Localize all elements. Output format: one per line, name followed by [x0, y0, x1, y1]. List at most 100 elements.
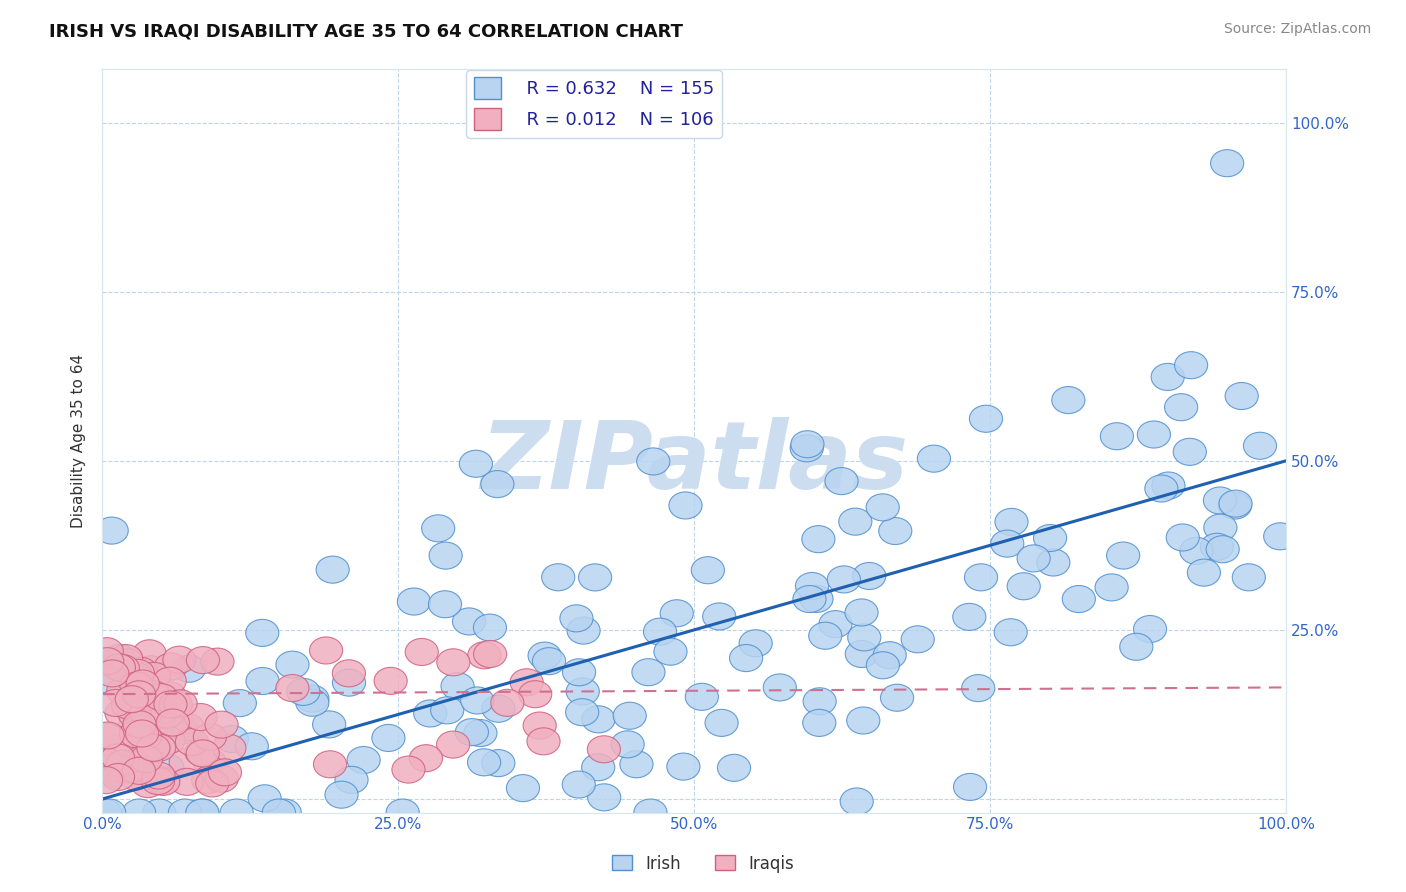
Ellipse shape: [588, 736, 620, 763]
Ellipse shape: [208, 759, 242, 786]
Ellipse shape: [374, 667, 408, 694]
Ellipse shape: [825, 467, 858, 495]
Ellipse shape: [953, 773, 987, 800]
Ellipse shape: [105, 700, 138, 727]
Ellipse shape: [730, 645, 762, 672]
Ellipse shape: [118, 711, 152, 738]
Ellipse shape: [110, 645, 142, 672]
Ellipse shape: [491, 690, 524, 716]
Ellipse shape: [796, 573, 828, 599]
Ellipse shape: [128, 723, 162, 750]
Ellipse shape: [1107, 542, 1140, 569]
Ellipse shape: [118, 701, 152, 728]
Ellipse shape: [186, 739, 219, 767]
Ellipse shape: [460, 450, 492, 477]
Ellipse shape: [150, 754, 184, 781]
Ellipse shape: [533, 648, 565, 674]
Ellipse shape: [122, 711, 156, 738]
Ellipse shape: [125, 755, 159, 781]
Ellipse shape: [845, 599, 879, 626]
Ellipse shape: [247, 785, 281, 812]
Ellipse shape: [1133, 615, 1167, 642]
Ellipse shape: [612, 731, 644, 758]
Ellipse shape: [588, 784, 621, 811]
Ellipse shape: [136, 734, 170, 762]
Ellipse shape: [90, 648, 124, 674]
Ellipse shape: [1144, 475, 1178, 502]
Ellipse shape: [309, 637, 343, 664]
Y-axis label: Disability Age 35 to 64: Disability Age 35 to 64: [72, 353, 86, 527]
Ellipse shape: [325, 781, 359, 808]
Ellipse shape: [965, 564, 998, 591]
Ellipse shape: [122, 681, 156, 708]
Ellipse shape: [917, 445, 950, 472]
Ellipse shape: [129, 699, 163, 726]
Ellipse shape: [125, 720, 159, 747]
Ellipse shape: [801, 525, 835, 553]
Ellipse shape: [124, 674, 157, 701]
Ellipse shape: [880, 684, 914, 711]
Ellipse shape: [506, 774, 540, 802]
Ellipse shape: [111, 692, 145, 719]
Ellipse shape: [156, 709, 190, 736]
Ellipse shape: [148, 767, 180, 794]
Ellipse shape: [637, 448, 669, 475]
Ellipse shape: [790, 431, 824, 458]
Ellipse shape: [138, 663, 170, 690]
Ellipse shape: [803, 688, 837, 714]
Ellipse shape: [335, 766, 368, 793]
Ellipse shape: [169, 799, 201, 826]
Ellipse shape: [163, 646, 195, 673]
Ellipse shape: [879, 517, 912, 544]
Ellipse shape: [387, 799, 419, 826]
Ellipse shape: [107, 678, 139, 705]
Ellipse shape: [122, 757, 156, 784]
Ellipse shape: [567, 678, 599, 705]
Ellipse shape: [146, 768, 180, 796]
Ellipse shape: [1180, 537, 1213, 565]
Ellipse shape: [191, 766, 225, 794]
Ellipse shape: [111, 648, 143, 676]
Ellipse shape: [184, 704, 217, 731]
Ellipse shape: [246, 619, 278, 647]
Ellipse shape: [413, 700, 447, 727]
Ellipse shape: [347, 747, 380, 773]
Ellipse shape: [1166, 524, 1199, 551]
Ellipse shape: [529, 642, 561, 669]
Ellipse shape: [429, 542, 463, 569]
Ellipse shape: [1204, 514, 1237, 541]
Ellipse shape: [89, 747, 122, 774]
Ellipse shape: [398, 588, 430, 615]
Ellipse shape: [124, 657, 157, 684]
Ellipse shape: [582, 754, 614, 780]
Ellipse shape: [481, 471, 515, 498]
Ellipse shape: [312, 711, 346, 738]
Ellipse shape: [866, 494, 900, 521]
Ellipse shape: [143, 799, 176, 826]
Ellipse shape: [1063, 585, 1095, 613]
Ellipse shape: [134, 640, 166, 667]
Ellipse shape: [131, 771, 165, 797]
Ellipse shape: [803, 709, 837, 737]
Ellipse shape: [704, 709, 738, 737]
Ellipse shape: [127, 710, 160, 737]
Ellipse shape: [263, 799, 295, 826]
Ellipse shape: [221, 799, 253, 826]
Ellipse shape: [120, 663, 152, 690]
Ellipse shape: [1152, 363, 1184, 391]
Ellipse shape: [1187, 559, 1220, 586]
Ellipse shape: [1033, 524, 1067, 551]
Ellipse shape: [120, 752, 153, 779]
Ellipse shape: [1017, 545, 1050, 572]
Ellipse shape: [115, 686, 149, 713]
Ellipse shape: [316, 556, 349, 583]
Ellipse shape: [93, 799, 125, 826]
Ellipse shape: [332, 660, 366, 687]
Ellipse shape: [1219, 490, 1253, 517]
Ellipse shape: [128, 730, 160, 756]
Ellipse shape: [91, 722, 124, 749]
Ellipse shape: [692, 557, 724, 583]
Ellipse shape: [1264, 523, 1296, 549]
Ellipse shape: [127, 745, 160, 772]
Ellipse shape: [215, 725, 249, 753]
